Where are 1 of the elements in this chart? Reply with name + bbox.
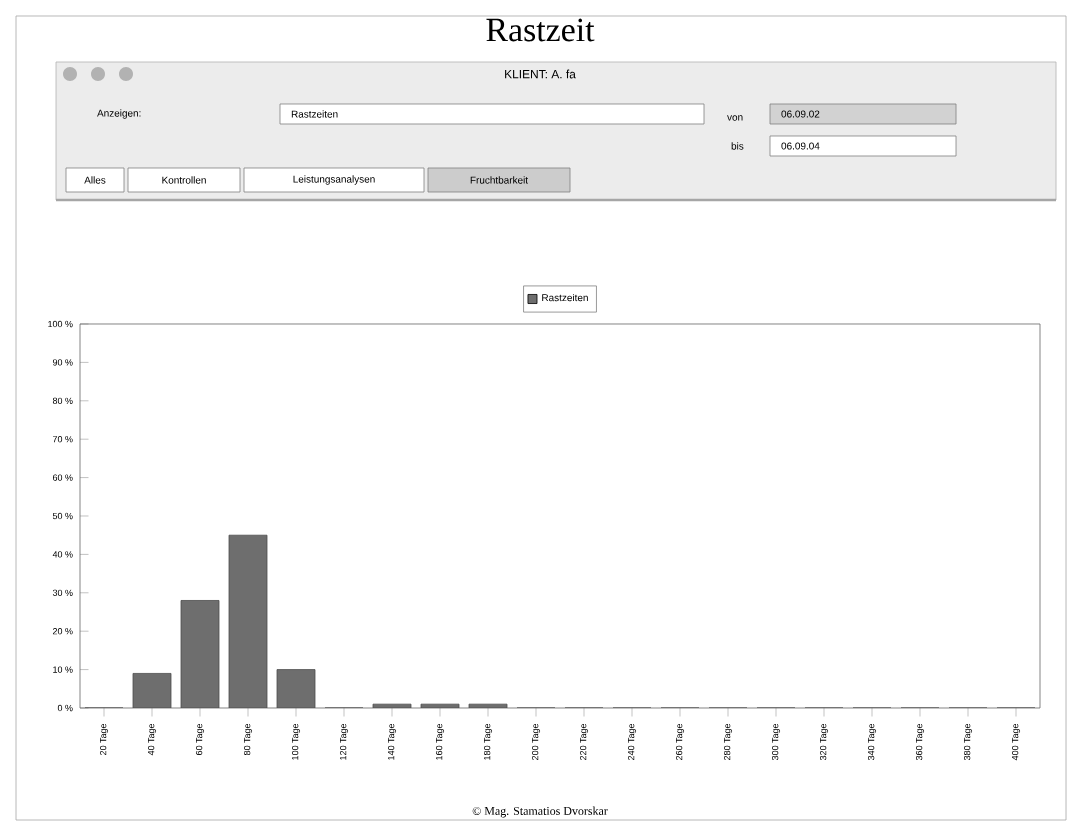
chart-title: Rastzeit <box>486 18 595 42</box>
